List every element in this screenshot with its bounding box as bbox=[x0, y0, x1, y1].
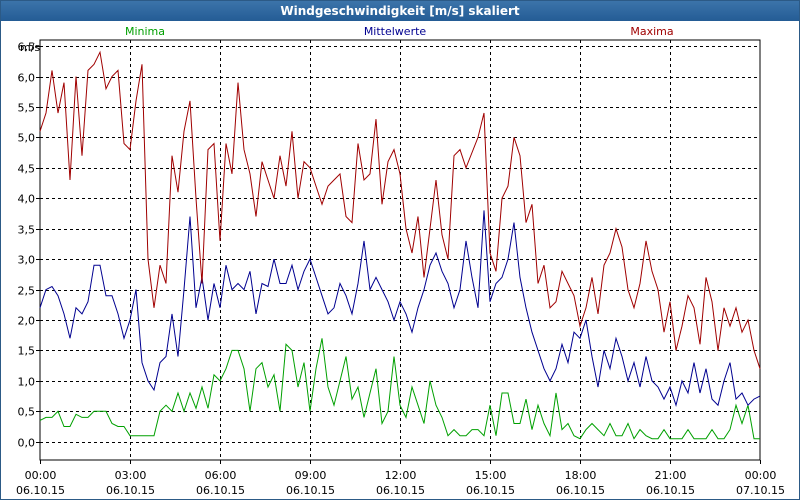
y-tick-label: 6,5 bbox=[18, 41, 36, 54]
series-line-maxima bbox=[39, 50, 761, 369]
y-tick-label: 3,0 bbox=[18, 254, 36, 267]
legend-entry-maxima: Maxima bbox=[630, 25, 673, 38]
y-axis-label: m/s bbox=[20, 41, 40, 54]
x-tick-date-label: 06.10.15 bbox=[646, 484, 695, 497]
y-tick-label: 3,5 bbox=[18, 224, 36, 237]
x-tick-time-label: 03:00 bbox=[115, 469, 147, 482]
x-tick-date-label: 06.10.15 bbox=[376, 484, 425, 497]
y-tick-label: 5,5 bbox=[18, 102, 36, 115]
y-tick-label: 2,0 bbox=[18, 315, 36, 328]
y-tick-label: 1,5 bbox=[18, 345, 36, 358]
y-tick-label: 4,0 bbox=[18, 193, 36, 206]
y-tick-label: 5,0 bbox=[18, 132, 36, 145]
x-tick-time-label: 18:00 bbox=[565, 469, 597, 482]
x-tick-date-label: 06.10.15 bbox=[286, 484, 335, 497]
y-tick-label: 2,5 bbox=[18, 285, 36, 298]
x-tick-date-label: 06.10.15 bbox=[556, 484, 605, 497]
x-tick-time-label: 09:00 bbox=[295, 469, 327, 482]
x-tick-time-label: 12:00 bbox=[385, 469, 417, 482]
window-title: Windgeschwindigkeit [m/s] skaliert bbox=[1, 1, 799, 21]
x-tick-date-label: 06.10.15 bbox=[196, 484, 245, 497]
series-layer bbox=[39, 50, 761, 440]
y-tick-label: 4,5 bbox=[18, 163, 36, 176]
legend-entry-mittelwerte: Mittelwerte bbox=[364, 25, 427, 38]
y-tick-label: 1,0 bbox=[18, 376, 36, 389]
series-line-mittelwerte bbox=[39, 210, 761, 408]
x-tick-date-label: 06.10.15 bbox=[466, 484, 515, 497]
x-tick-date-label: 07.10.15 bbox=[736, 484, 785, 497]
x-tick-date-label: 06.10.15 bbox=[16, 484, 65, 497]
x-tick-date-label: 06.10.15 bbox=[106, 484, 155, 497]
x-tick-time-label: 15:00 bbox=[475, 469, 507, 482]
y-tick-label: 0,0 bbox=[18, 437, 36, 450]
series-line-minima bbox=[39, 338, 760, 440]
x-tick-time-label: 00:00 bbox=[745, 469, 777, 482]
y-tick-label: 6,0 bbox=[18, 72, 36, 85]
x-tick-time-label: 21:00 bbox=[655, 469, 687, 482]
x-tick-time-label: 00:00 bbox=[25, 469, 57, 482]
axes: 0,0 0,5 1,0 1,5 2,0 2,5 3,0 3,5 4,0 4,5 5,0 5,5 6,0 6… bbox=[16, 41, 785, 498]
legend: Minima Mittelwerte Maxima bbox=[125, 25, 674, 38]
legend-entry-minima: Minima bbox=[125, 25, 165, 38]
x-tick-time-label: 06:00 bbox=[205, 469, 237, 482]
y-tick-label: 0,5 bbox=[18, 406, 36, 419]
